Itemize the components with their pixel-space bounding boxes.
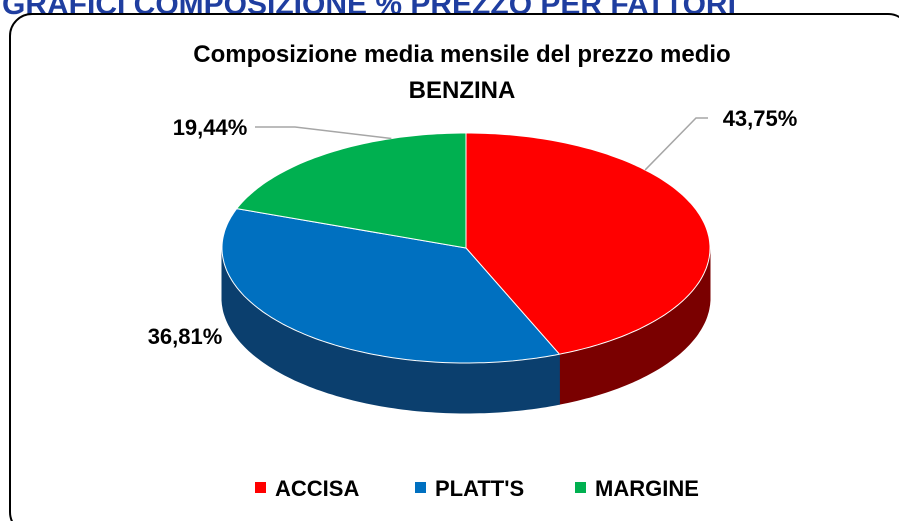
legend-label: PLATT'S bbox=[435, 476, 524, 501]
slice-top bbox=[465, 132, 711, 355]
chart-subtitle: BENZINA bbox=[409, 77, 516, 104]
slice bbox=[465, 132, 711, 405]
legend-swatch bbox=[575, 482, 586, 493]
slice bbox=[221, 208, 561, 414]
leader-line bbox=[255, 126, 392, 140]
chart-title: Composizione media mensile del prezzo me… bbox=[193, 41, 730, 68]
data-label: 19,44% bbox=[173, 115, 248, 140]
leader-line bbox=[644, 117, 708, 171]
legend-label: ACCISA bbox=[275, 476, 359, 501]
data-label: 43,75% bbox=[723, 106, 798, 131]
slice-top bbox=[235, 132, 467, 249]
data-label: 36,81% bbox=[148, 324, 223, 349]
slice bbox=[235, 132, 467, 249]
slice-top bbox=[221, 208, 561, 364]
legend-swatch bbox=[255, 482, 266, 493]
legend-swatch bbox=[415, 482, 426, 493]
legend-label: MARGINE bbox=[595, 476, 699, 501]
